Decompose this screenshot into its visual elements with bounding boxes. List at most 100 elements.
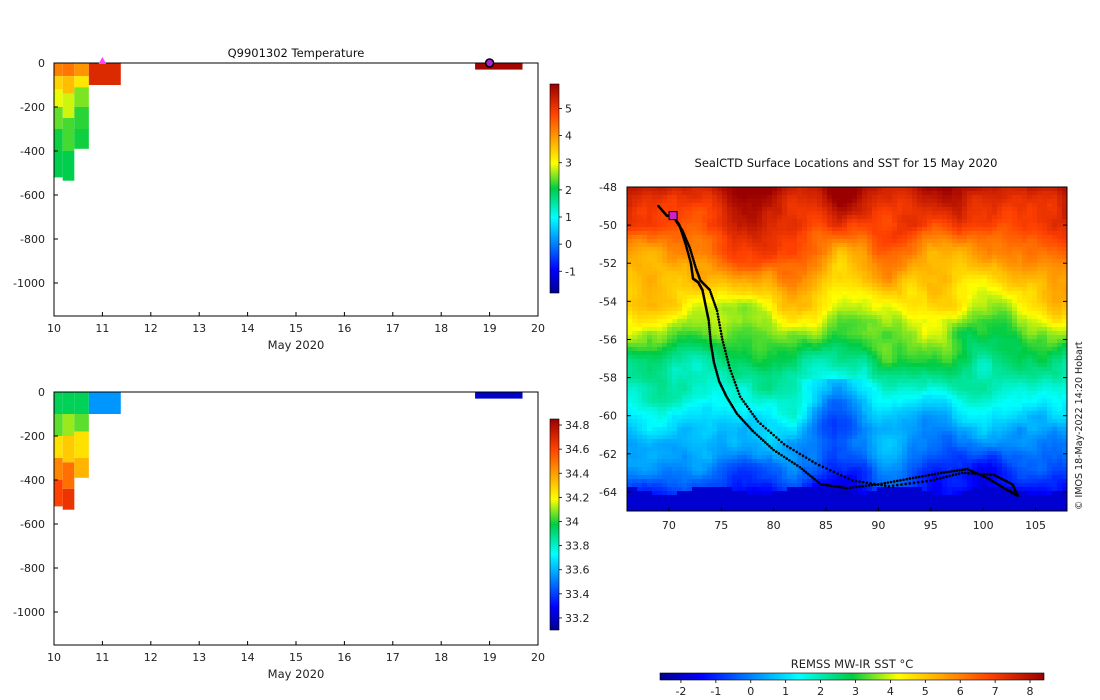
sst-cell: [832, 311, 838, 316]
sst-cell: [812, 251, 818, 256]
sst-cell: [827, 315, 833, 320]
sst-cell: [1062, 371, 1067, 376]
sst-cell: [672, 271, 678, 276]
sst-cell: [787, 243, 793, 248]
sst-cell: [1047, 271, 1053, 276]
sst-cell: [862, 231, 868, 236]
x-tick-label: 11: [95, 322, 109, 335]
sst-cell: [732, 299, 738, 304]
sst-cell: [917, 267, 923, 272]
sst-cell: [742, 267, 748, 272]
sst-cell: [992, 367, 998, 372]
sst-cell: [657, 219, 663, 224]
sst-cell: [672, 255, 678, 260]
sst-cell: [672, 295, 678, 300]
sst-cell: [847, 243, 853, 248]
sst-cell: [747, 207, 753, 212]
sst-cell: [662, 335, 668, 340]
sst-cell: [722, 335, 728, 340]
sst-cell: [722, 251, 728, 256]
sst-cell: [782, 379, 788, 384]
sst-cell: [672, 275, 678, 280]
sst-cell: [712, 243, 718, 248]
sst-cell: [942, 211, 948, 216]
sst-cell: [952, 243, 958, 248]
sst-cell: [907, 207, 913, 212]
sst-cell: [667, 359, 673, 364]
sst-cell: [862, 375, 868, 380]
sst-cell: [727, 307, 733, 312]
sst-cell: [1062, 231, 1067, 236]
sst-cell: [1017, 299, 1023, 304]
sst-cell: [917, 223, 923, 228]
sst-cell: [717, 251, 723, 256]
sst-cell: [832, 199, 838, 204]
sst-cell: [697, 215, 703, 220]
sst-cell: [742, 247, 748, 252]
sst-cell: [627, 367, 633, 372]
sst-cell: [822, 191, 828, 196]
sst-cell: [872, 283, 878, 288]
sst-cell: [982, 311, 988, 316]
sst-cell: [687, 399, 693, 404]
sst-cell: [967, 211, 973, 216]
sst-cell: [887, 195, 893, 200]
sst-cell: [917, 207, 923, 212]
sst-cell: [1012, 299, 1018, 304]
sst-cell: [627, 391, 633, 396]
sst-cell: [797, 235, 803, 240]
sst-cell: [667, 243, 673, 248]
sst-cell: [647, 331, 653, 336]
sst-cell: [1027, 279, 1033, 284]
sst-cell: [887, 315, 893, 320]
sst-cell: [832, 191, 838, 196]
sst-cell: [907, 347, 913, 352]
sst-cell: [652, 323, 658, 328]
sst-cell: [722, 215, 728, 220]
sst-cell: [942, 371, 948, 376]
sst-cell: [692, 395, 698, 400]
sst-cell: [837, 387, 843, 392]
sst-cell: [672, 331, 678, 336]
sst-cell: [837, 247, 843, 252]
sst-cell: [1012, 255, 1018, 260]
sst-cell: [762, 399, 768, 404]
sst-cell: [632, 287, 638, 292]
sst-cell: [817, 339, 823, 344]
sst-cell: [917, 195, 923, 200]
sst-cell: [862, 315, 868, 320]
sst-cell: [1037, 315, 1043, 320]
sst-cell: [727, 287, 733, 292]
sst-cell: [672, 391, 678, 396]
sst-cell: [867, 231, 873, 236]
sst-cell: [1007, 363, 1013, 368]
sst-cell: [787, 323, 793, 328]
sst-cell: [922, 315, 928, 320]
sst-cell: [1037, 227, 1043, 232]
sst-cell: [812, 235, 818, 240]
sst-cell: [997, 363, 1003, 368]
sst-cell: [672, 247, 678, 252]
sst-cell: [862, 327, 868, 332]
sst-cell: [767, 255, 773, 260]
sst-cell: [1047, 279, 1053, 284]
sst-cell: [677, 343, 683, 348]
sst-cell: [1052, 303, 1058, 308]
sst-cell: [932, 195, 938, 200]
sst-cell: [737, 275, 743, 280]
sst-cell: [867, 371, 873, 376]
sst-cell: [902, 251, 908, 256]
sst-cell: [892, 287, 898, 292]
sst-cell: [892, 403, 898, 408]
t-profile-0-bin-2: [54, 89, 63, 107]
sst-cell: [882, 199, 888, 204]
sst-cell: [982, 239, 988, 244]
sst-cell: [632, 311, 638, 316]
sst-cell: [862, 391, 868, 396]
sst-cell: [757, 275, 763, 280]
sst-cell: [627, 211, 633, 216]
sst-cell: [817, 299, 823, 304]
sst-cell: [832, 239, 838, 244]
sst-cell: [897, 259, 903, 264]
sst-cell: [927, 251, 933, 256]
